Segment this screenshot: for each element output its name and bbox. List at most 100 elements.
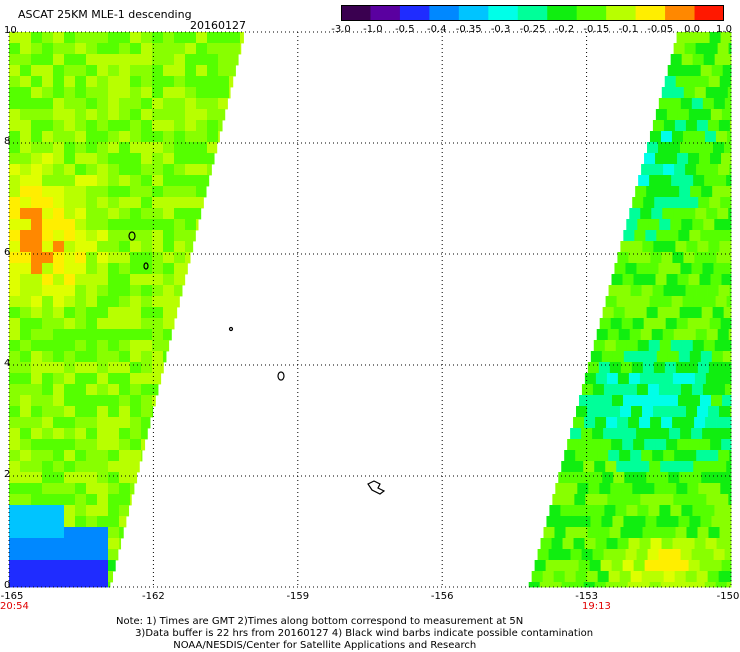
swath-cell — [75, 571, 86, 582]
swath-cell — [607, 538, 618, 549]
swath-cell — [709, 483, 720, 494]
swath-cell — [724, 142, 731, 153]
swath-cell — [75, 131, 86, 142]
swath-cell — [20, 274, 31, 285]
swath-cell — [551, 582, 562, 587]
swath-cell — [20, 494, 31, 505]
swath-cell — [185, 153, 196, 164]
swath-cell — [20, 505, 31, 516]
swath-cell — [713, 428, 724, 439]
swath-cell — [42, 494, 53, 505]
swath-cell — [711, 274, 722, 285]
swath-cell — [714, 549, 725, 560]
swath-cell — [130, 340, 141, 351]
swath-cell — [31, 65, 42, 76]
swath-cell — [640, 208, 651, 219]
swath-cell — [653, 285, 664, 296]
swath-cell — [708, 241, 719, 252]
swath-cell — [207, 87, 218, 98]
swath-cell — [20, 483, 31, 494]
swath-cell — [9, 560, 20, 571]
swath-cell — [9, 219, 20, 230]
swath-cell — [641, 450, 652, 461]
swath-cell — [163, 65, 174, 76]
swath-cell — [86, 549, 97, 560]
swath-cell — [696, 450, 707, 461]
swath-cell — [20, 263, 31, 274]
swath-cell — [218, 43, 229, 54]
swath-cell — [9, 87, 20, 98]
time-label-left: 20:54 — [0, 601, 29, 612]
swath-east — [529, 32, 732, 587]
swath-cell — [578, 439, 589, 450]
swath-cell — [704, 340, 715, 351]
swath-cell — [163, 318, 174, 329]
swath-cell — [163, 120, 174, 131]
swath-cell — [31, 494, 42, 505]
swath-cell — [119, 65, 130, 76]
swath-cell — [119, 98, 130, 109]
swath-cell — [9, 494, 20, 505]
swath-cell — [75, 252, 86, 263]
swath-cell — [108, 307, 119, 318]
swath-cell — [141, 109, 152, 120]
swath-cell — [649, 461, 660, 472]
swath-cell — [695, 494, 706, 505]
swath-cell — [75, 582, 86, 587]
swath-cell — [130, 472, 137, 483]
swath-cell — [728, 373, 732, 384]
swath-cell — [652, 329, 663, 340]
swath-cell — [163, 263, 174, 274]
swath-cell — [196, 43, 207, 54]
swath-cell — [174, 65, 185, 76]
swath-cell — [229, 54, 239, 65]
swath-cell — [53, 109, 64, 120]
swath-cell — [97, 263, 108, 274]
swath-cell — [130, 439, 141, 450]
swath-cell — [229, 76, 233, 87]
swath-cell — [75, 505, 86, 516]
swath-cell — [671, 54, 682, 65]
swath-cell — [656, 230, 667, 241]
swath-cell — [108, 54, 119, 65]
swath-cell — [64, 296, 75, 307]
swath-cell — [700, 274, 711, 285]
swath-cell — [722, 395, 731, 406]
swath-cell — [53, 450, 64, 461]
swath-cell — [20, 76, 31, 87]
swath-cell — [676, 76, 687, 87]
swath-cell — [9, 362, 20, 373]
swath-cell — [42, 109, 53, 120]
swath-cell — [675, 241, 686, 252]
swath-cell — [719, 241, 730, 252]
swath-cell — [724, 428, 731, 439]
swath-cell — [42, 351, 53, 362]
swath-cell — [715, 54, 726, 65]
swath-cell — [711, 560, 722, 571]
swath-cell — [554, 571, 565, 582]
swath-cell — [602, 472, 613, 483]
swath-cell — [535, 560, 546, 571]
swath-cell — [9, 263, 20, 274]
swath-cell — [680, 263, 691, 274]
swath-cell — [86, 384, 97, 395]
swath-cell — [152, 384, 158, 395]
color-scale-segment — [606, 5, 636, 21]
swath-cell — [703, 549, 714, 560]
swath-cell — [9, 483, 20, 494]
swath-cell — [185, 186, 196, 197]
swath-cell — [651, 373, 662, 384]
swath-cell — [679, 351, 690, 362]
swath-cell — [719, 406, 730, 417]
swath-cell — [75, 362, 86, 373]
swath-cell — [708, 120, 719, 131]
swath-cell — [97, 230, 108, 241]
swath-cell — [599, 362, 610, 373]
color-scale-tick: -0.25 — [520, 24, 546, 35]
swath-cell — [86, 142, 97, 153]
swath-cell — [600, 439, 611, 450]
swath-cell — [700, 516, 711, 527]
swath-cell — [97, 351, 108, 362]
swath-cell — [31, 340, 42, 351]
swath-cell — [601, 560, 612, 571]
